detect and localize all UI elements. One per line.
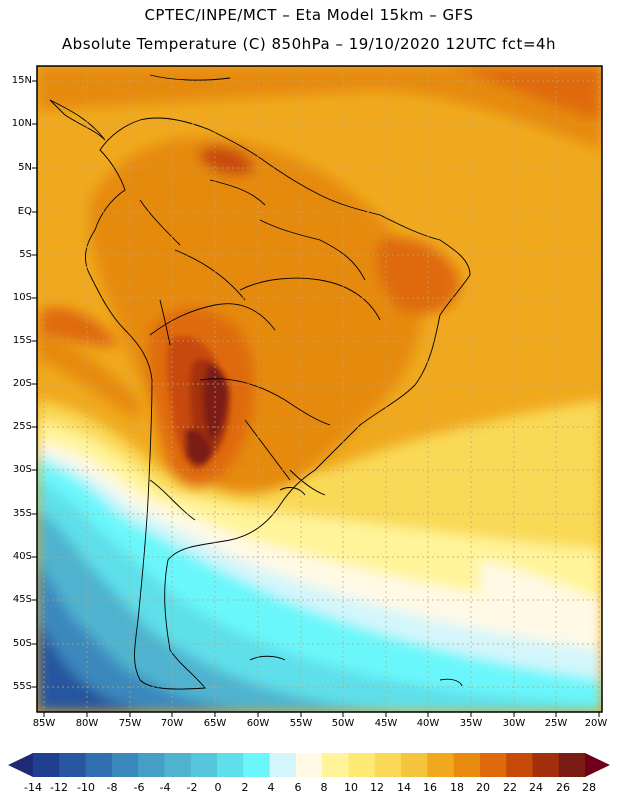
colorbar [8,753,610,777]
colorbar-swatch [269,753,297,777]
colorbar-label: 6 [294,781,302,794]
lat-label-10n: 10N [11,118,32,129]
lon-label-55w: 55W [289,718,313,729]
lon-label-30w: 30W [502,718,526,729]
colorbar-over-triangle [585,753,610,777]
colorbar-label: 28 [582,781,596,794]
colorbar-swatch [453,753,481,777]
lat-label-15n: 15N [11,75,32,86]
colorbar-label: 8 [320,781,328,794]
colorbar-swatch [322,753,349,777]
colorbar-swatch [401,753,428,777]
coastlines-and-borders [49,74,471,690]
colorbar-label: -14 [24,781,42,794]
lon-label-70w: 70W [160,718,184,729]
colorbar-label: 24 [529,781,543,794]
lat-label-5n: 5N [18,162,32,173]
colorbar-label: 22 [503,781,517,794]
lon-label-85w: 85W [32,718,56,729]
colorbar-label: 20 [476,781,490,794]
colorbar-swatch [59,753,86,777]
colorbar-swatch [427,753,454,777]
colorbar-swatch [506,753,533,777]
colorbar-swatch [138,753,165,777]
lon-label-50w: 50W [331,718,355,729]
colorbar-swatch [532,753,560,777]
colorbar-swatch [374,753,402,777]
lon-label-45w: 45W [374,718,398,729]
lon-label-60w: 60W [246,718,270,729]
colorbar-label: 18 [450,781,464,794]
colorbar-label: 26 [556,781,570,794]
lon-label-75w: 75W [118,718,142,729]
lat-label-50s: 50S [12,638,32,649]
lon-label-25w: 25W [544,718,568,729]
colorbar-segments [33,753,586,777]
colorbar-swatch [111,753,139,777]
colorbar-swatch [348,753,376,777]
lat-label-eq: EQ [17,206,32,217]
colorbar-swatch [243,753,270,777]
lon-label-35w: 35W [459,718,483,729]
lon-label-20w: 20W [584,718,608,729]
colorbar-label: 10 [344,781,358,794]
colorbar-label: -10 [77,781,95,794]
colorbar-swatch [85,753,113,777]
colorbar-swatch [164,753,192,777]
lon-label-65w: 65W [203,718,227,729]
colorbar-label: -2 [186,781,198,794]
lat-label-25s: 25S [12,421,32,432]
temperature-field [37,66,602,712]
colorbar-swatch [295,753,323,777]
lat-label-20s: 20S [12,378,32,389]
colorbar-label: -6 [133,781,145,794]
map-title-line-1: CPTEC/INPE/MCT – Eta Model 15km – GFS [144,6,474,24]
colorbar-swatch [190,753,218,777]
lon-label-40w: 40W [416,718,440,729]
colorbar-swatch [33,753,60,777]
colorbar-label: 12 [370,781,384,794]
grid-lines [37,66,602,712]
colorbar-swatch [217,753,244,777]
colorbar-label: 4 [267,781,275,794]
lat-label-35s: 35S [12,508,32,519]
lat-label-15s: 15S [12,335,32,346]
map-title-line-2: Absolute Temperature (C) 850hPa – 19/10/… [61,35,557,53]
lat-label-45s: 45S [12,594,32,605]
colorbar-label: 14 [397,781,411,794]
colorbar-label: -4 [159,781,171,794]
colorbar-swatch [479,753,507,777]
colorbar-label: 16 [423,781,437,794]
lat-label-40s: 40S [12,551,32,562]
colorbar-swatch [558,753,586,777]
colorbar-under-triangle [8,753,33,777]
axis-ticks [32,80,600,717]
lat-label-5s: 5S [19,249,32,260]
lat-label-30s: 30S [12,464,32,475]
colorbar-label: -12 [50,781,68,794]
lat-label-55s: 55S [12,681,32,692]
colorbar-label: -8 [106,781,118,794]
lon-label-80w: 80W [75,718,99,729]
map-frame [36,65,603,713]
colorbar-label: 2 [241,781,249,794]
colorbar-label: 0 [214,781,222,794]
lat-label-10s: 10S [12,292,32,303]
